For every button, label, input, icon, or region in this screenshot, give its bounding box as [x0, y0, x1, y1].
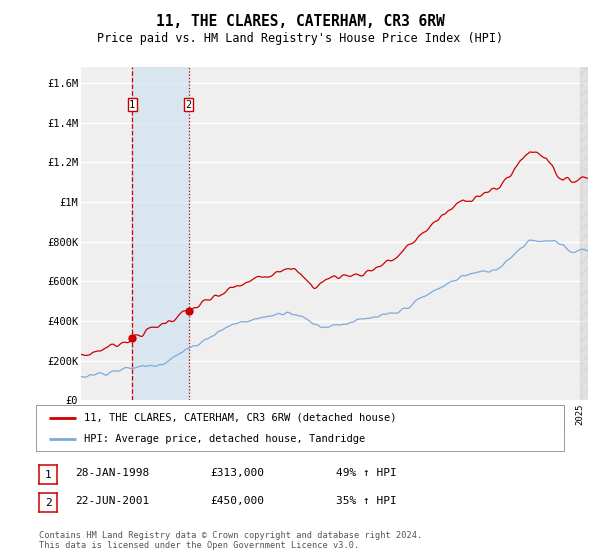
Text: Price paid vs. HM Land Registry's House Price Index (HPI): Price paid vs. HM Land Registry's House …	[97, 32, 503, 45]
Text: £450,000: £450,000	[210, 496, 264, 506]
Text: 35% ↑ HPI: 35% ↑ HPI	[336, 496, 397, 506]
Text: £313,000: £313,000	[210, 468, 264, 478]
Text: 2: 2	[185, 100, 191, 110]
Text: Contains HM Land Registry data © Crown copyright and database right 2024.
This d: Contains HM Land Registry data © Crown c…	[39, 531, 422, 550]
Text: 49% ↑ HPI: 49% ↑ HPI	[336, 468, 397, 478]
Text: 22-JUN-2001: 22-JUN-2001	[75, 496, 149, 506]
Bar	[132, 67, 188, 400]
Bar	[580, 67, 588, 400]
Text: 1: 1	[44, 470, 52, 480]
Text: 11, THE CLARES, CATERHAM, CR3 6RW: 11, THE CLARES, CATERHAM, CR3 6RW	[155, 14, 445, 29]
Text: HPI: Average price, detached house, Tandridge: HPI: Average price, detached house, Tand…	[83, 435, 365, 444]
Text: 28-JAN-1998: 28-JAN-1998	[75, 468, 149, 478]
Text: 2: 2	[44, 498, 52, 508]
Text: 11, THE CLARES, CATERHAM, CR3 6RW (detached house): 11, THE CLARES, CATERHAM, CR3 6RW (detac…	[83, 413, 396, 423]
Text: 1: 1	[129, 100, 136, 110]
